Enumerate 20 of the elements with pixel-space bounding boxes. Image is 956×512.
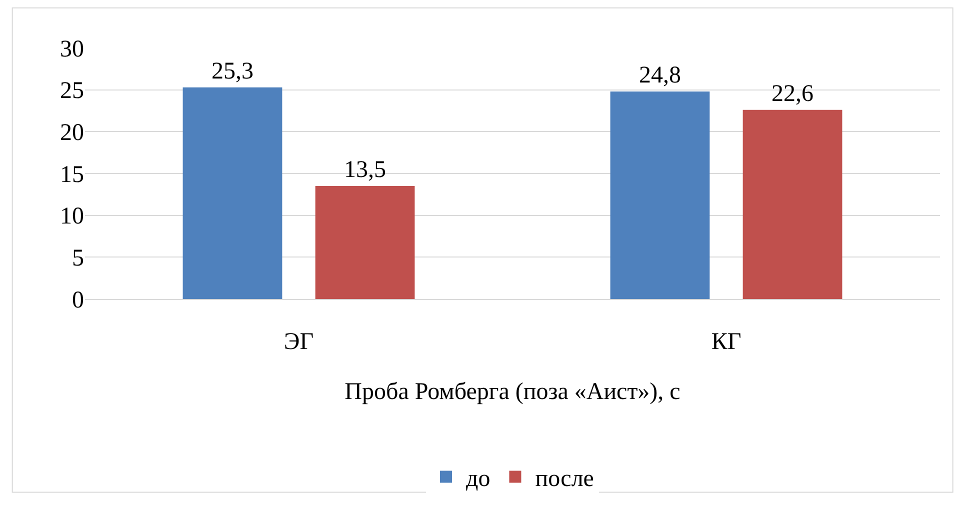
legend-label: до xyxy=(466,466,490,492)
bar xyxy=(610,92,710,299)
y-tick-label: 25 xyxy=(60,78,84,104)
y-tick-label: 20 xyxy=(60,120,84,146)
data-label: 24,8 xyxy=(638,62,681,89)
y-tick-label: 30 xyxy=(60,36,84,62)
y-tick-label: 5 xyxy=(72,246,84,272)
x-tick-label: КГ xyxy=(711,328,742,355)
x-axis-title: Проба Ромберга (поза «Аист»), с xyxy=(344,379,680,406)
legend-label: после xyxy=(535,466,594,492)
bar xyxy=(742,110,842,299)
y-tick-label: 15 xyxy=(60,162,84,188)
bar xyxy=(182,87,282,299)
y-tick-label: 0 xyxy=(72,287,84,314)
x-tick-label: ЭГ xyxy=(284,328,314,355)
data-label: 25,3 xyxy=(211,58,254,84)
bar xyxy=(315,186,415,299)
data-label: 22,6 xyxy=(772,80,814,107)
y-tick-label: 10 xyxy=(60,204,84,230)
data-label: 13,5 xyxy=(344,157,386,184)
